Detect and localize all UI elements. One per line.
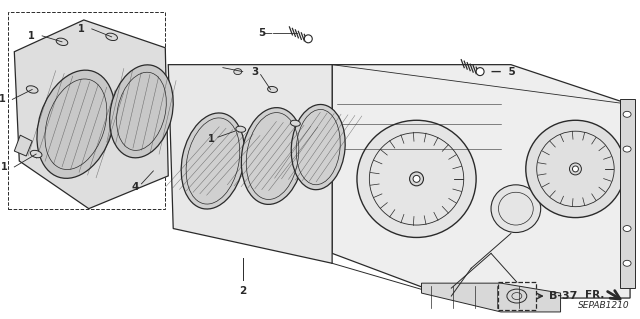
- Ellipse shape: [526, 120, 625, 218]
- Text: —: —: [263, 28, 273, 38]
- Text: —  5: — 5: [491, 67, 516, 77]
- Text: 1: 1: [1, 162, 7, 172]
- Polygon shape: [620, 100, 635, 288]
- Text: FR.: FR.: [585, 290, 604, 300]
- Ellipse shape: [413, 175, 420, 182]
- Ellipse shape: [304, 35, 312, 43]
- Ellipse shape: [106, 33, 118, 41]
- Text: 1: 1: [78, 24, 85, 34]
- Polygon shape: [422, 283, 561, 312]
- Text: SEPAB1210: SEPAB1210: [579, 301, 630, 310]
- Ellipse shape: [491, 185, 541, 233]
- Ellipse shape: [357, 120, 476, 237]
- Polygon shape: [168, 65, 332, 263]
- Ellipse shape: [572, 166, 579, 172]
- Ellipse shape: [623, 146, 631, 152]
- Ellipse shape: [323, 186, 329, 191]
- Polygon shape: [14, 20, 168, 209]
- Ellipse shape: [410, 172, 424, 186]
- Polygon shape: [320, 70, 332, 249]
- Ellipse shape: [268, 86, 278, 93]
- Ellipse shape: [181, 113, 244, 209]
- Ellipse shape: [236, 126, 246, 132]
- Ellipse shape: [623, 260, 631, 266]
- Ellipse shape: [241, 108, 304, 204]
- Ellipse shape: [291, 120, 300, 126]
- Ellipse shape: [30, 150, 42, 158]
- Ellipse shape: [56, 38, 68, 46]
- Text: 1: 1: [0, 94, 5, 104]
- Ellipse shape: [323, 127, 329, 132]
- Ellipse shape: [323, 97, 329, 102]
- Polygon shape: [332, 65, 630, 298]
- Ellipse shape: [37, 70, 115, 178]
- Text: 1: 1: [28, 31, 35, 41]
- Ellipse shape: [623, 111, 631, 117]
- Ellipse shape: [109, 65, 173, 158]
- Ellipse shape: [623, 226, 631, 232]
- Polygon shape: [14, 135, 32, 156]
- Text: 2: 2: [239, 286, 246, 296]
- Text: 5: 5: [259, 28, 266, 38]
- Ellipse shape: [476, 68, 484, 76]
- Ellipse shape: [234, 69, 242, 75]
- Ellipse shape: [323, 216, 329, 221]
- Ellipse shape: [291, 105, 345, 190]
- Ellipse shape: [570, 163, 581, 175]
- Text: 1: 1: [207, 134, 214, 144]
- Text: B-37: B-37: [548, 291, 577, 301]
- Text: 4: 4: [132, 182, 139, 192]
- Text: 3: 3: [251, 67, 259, 77]
- Ellipse shape: [26, 86, 38, 93]
